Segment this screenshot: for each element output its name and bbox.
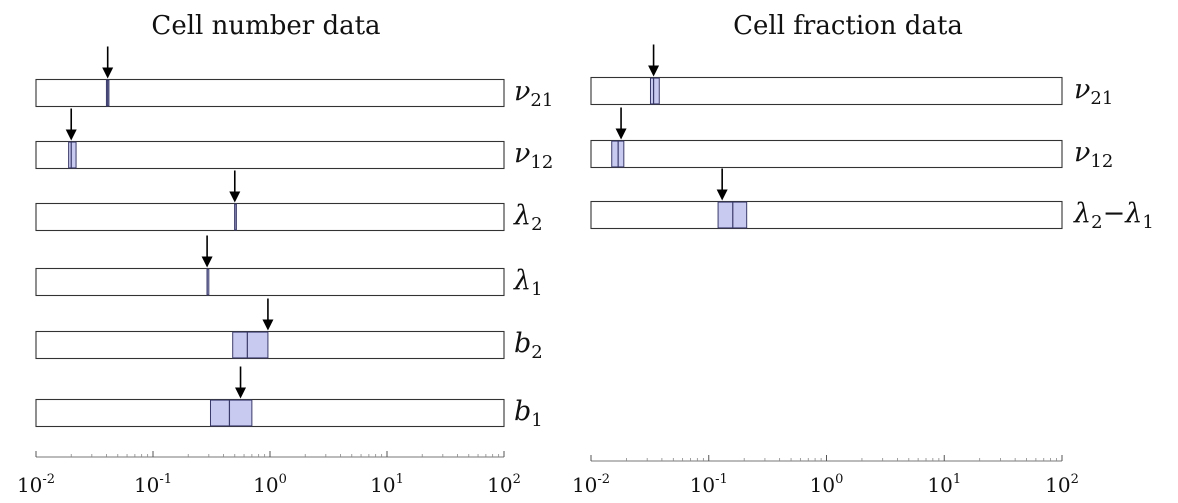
panel-title: Cell fraction data (733, 11, 963, 41)
true-value-arrow-icon (235, 387, 247, 399)
x-tick-label: 100 (810, 472, 844, 497)
credible-interval (232, 331, 269, 359)
true-value-arrow-icon (102, 67, 114, 79)
parameter-bar (35, 398, 505, 428)
true-value-arrow-icon (716, 189, 728, 201)
x-tick-label: 10-1 (134, 472, 172, 497)
panel-title: Cell number data (151, 11, 380, 41)
parameter-label: λ2−λ1 (1073, 198, 1154, 233)
parameter-bar (35, 202, 505, 232)
parameter-bar (590, 200, 1063, 230)
x-tick-label: 10-2 (572, 472, 610, 497)
x-tick-label: 100 (253, 472, 287, 497)
true-value-arrow-icon (65, 129, 77, 141)
credible-interval (649, 77, 660, 105)
x-tick-label: 101 (370, 472, 404, 497)
parameter-bar (35, 267, 505, 297)
parameter-label: λ1 (513, 265, 543, 300)
parameter-bar (35, 140, 505, 170)
chart-panel: Cell number data ν21 ν12 λ2 λ1 b2 b1 10-2 10-1 10… (17, 11, 553, 497)
parameter-label: ν21 (1074, 74, 1113, 109)
parameter-label: λ2 (513, 200, 543, 235)
parameter-label: b1 (514, 396, 543, 431)
credible-interval (68, 141, 77, 169)
true-value-arrow-icon (615, 128, 627, 140)
parameter-bar (35, 330, 505, 360)
parameter-label: ν12 (1074, 137, 1113, 172)
x-tick-label: 102 (487, 472, 521, 497)
credible-interval (209, 399, 253, 427)
parameter-label: ν12 (514, 138, 553, 173)
parameter-label: ν21 (514, 76, 553, 111)
x-tick-label: 10-2 (17, 472, 55, 497)
parameter-bar (590, 76, 1063, 106)
parameter-bar (590, 139, 1063, 169)
true-value-arrow-icon (229, 191, 241, 203)
x-tick-label: 10-1 (690, 472, 728, 497)
parameter-label: b2 (514, 328, 543, 363)
x-tick-label: 102 (1045, 472, 1079, 497)
x-tick-label: 101 (927, 472, 961, 497)
parameter-bar (35, 78, 505, 108)
chart-panel: Cell fraction data ν21 ν12 λ2−λ1 10-2 10-1 100… (572, 11, 1154, 497)
true-value-arrow-icon (648, 65, 660, 77)
true-value-arrow-icon (201, 256, 213, 268)
true-value-arrow-icon (262, 319, 274, 331)
